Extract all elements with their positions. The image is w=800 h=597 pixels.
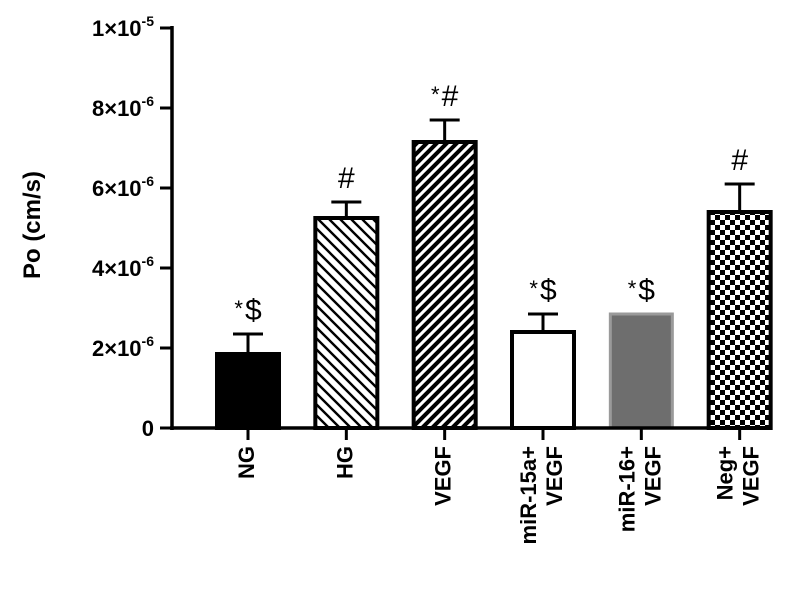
y-tick-label: 4×10-6 [92, 253, 154, 281]
significance-annotation: # [731, 144, 748, 177]
significance-annotation: *$ [234, 294, 262, 327]
bar [313, 216, 380, 430]
y-axis-label: Po (cm/s) [19, 171, 46, 279]
x-axis: NG HG VEGF miR-15a+VEGF miR-16+VEGF Neg+VEGF [170, 426, 772, 544]
bar [608, 312, 674, 430]
x-tick-label: NG [234, 446, 259, 479]
significance-annotation: *$ [628, 274, 656, 307]
bar [706, 210, 773, 430]
y-tick-label: 8×10-6 [92, 93, 154, 121]
x-tick-label: HG [332, 446, 357, 479]
y-axis: 0 2×10-6 4×10-6 6×10-6 8×10-6 1×10-5 [92, 13, 174, 441]
x-tick-label: miR-16+VEGF [614, 446, 665, 532]
y-tick-label: 1×10-5 [92, 13, 154, 41]
bar [215, 352, 281, 430]
y-tick-label: 2×10-6 [92, 333, 154, 361]
significance-annotation: *# [431, 80, 459, 113]
significance-annotation: *$ [529, 274, 557, 307]
y-tick-label: 6×10-6 [92, 173, 154, 201]
significance-annotation: # [338, 162, 355, 195]
bar [411, 140, 478, 430]
x-tick-label: Neg+VEGF [713, 446, 764, 506]
x-tick-label: VEGF [431, 446, 456, 506]
x-tick-label: miR-15a+VEGF [516, 446, 567, 544]
bars: *$ # *# *$ *$ # [215, 80, 773, 430]
bar [510, 330, 576, 430]
y-tick-label: 0 [142, 416, 154, 441]
